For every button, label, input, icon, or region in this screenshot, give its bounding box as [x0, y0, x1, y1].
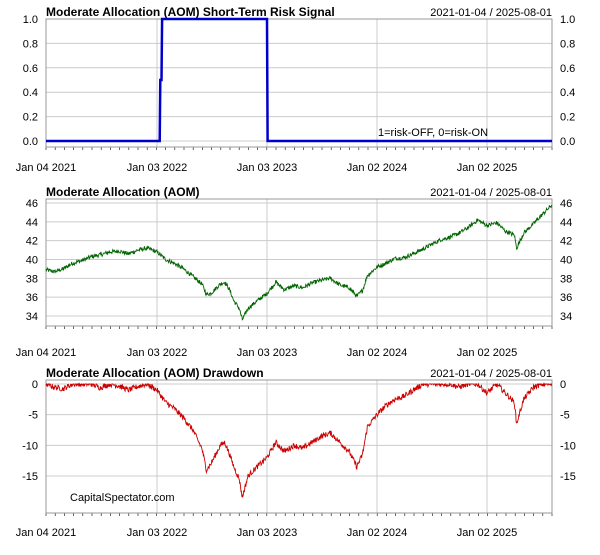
plot-frame — [45, 18, 553, 148]
chart-title: Moderate Allocation (AOM) — [46, 185, 200, 199]
y-tick-label-left: -10 — [22, 440, 38, 452]
x-tick-label: Jan 03 2022 — [127, 162, 188, 174]
date-range-label: 2021-01-04 / 2025-08-01 — [430, 368, 552, 380]
x-tick-label: Jan 02 2024 — [347, 162, 408, 174]
drawdown-line — [45, 382, 552, 499]
y-tick-label-right: 44 — [560, 217, 572, 229]
x-tick-label: Jan 04 2021 — [16, 527, 77, 539]
y-tick-label-right: 42 — [560, 236, 572, 248]
y-tick-label-right: -5 — [560, 410, 570, 422]
y-tick-label-left: 44 — [26, 217, 38, 229]
y-tick-label-left: 0 — [32, 379, 38, 391]
y-tick-label-left: 0.4 — [23, 87, 38, 99]
y-tick-label-left: 36 — [26, 292, 38, 304]
y-tick-label-left: 0.6 — [23, 63, 38, 75]
y-tick-label-right: 36 — [560, 292, 572, 304]
x-tick-label: Jan 04 2021 — [16, 162, 77, 174]
x-tick-label: Jan 02 2024 — [347, 527, 408, 539]
x-tick-label: Jan 03 2023 — [237, 347, 298, 359]
x-tick-label: Jan 03 2023 — [237, 162, 298, 174]
date-range-label: 2021-01-04 / 2025-08-01 — [430, 7, 552, 19]
y-tick-label-left: 38 — [26, 273, 38, 285]
y-tick-label-right: 1.0 — [560, 14, 575, 26]
y-tick-label-left: 34 — [26, 311, 38, 323]
y-tick-label-right: 34 — [560, 311, 572, 323]
x-tick-label: Jan 02 2025 — [457, 162, 518, 174]
y-tick-label-right: -10 — [560, 440, 576, 452]
x-tick-label: Jan 02 2025 — [457, 527, 518, 539]
x-tick-label: Jan 04 2021 — [16, 347, 77, 359]
plot-frame — [45, 198, 553, 327]
y-tick-label-left: -15 — [22, 471, 38, 483]
y-tick-label-right: 0.6 — [560, 63, 575, 75]
y-tick-label-right: 0.0 — [560, 136, 575, 148]
y-tick-label-right: 46 — [560, 198, 572, 210]
y-tick-label-left: 1.0 — [23, 14, 38, 26]
y-tick-label-left: 0.8 — [23, 38, 38, 50]
y-tick-label-left: 40 — [26, 255, 38, 267]
x-tick-label: Jan 03 2022 — [127, 347, 188, 359]
plot-frame — [45, 379, 553, 514]
y-tick-label-right: 40 — [560, 255, 572, 267]
date-range-label: 2021-01-04 / 2025-08-01 — [430, 187, 552, 199]
x-tick-label: Jan 03 2022 — [127, 527, 188, 539]
y-tick-label-left: -5 — [28, 410, 38, 422]
y-tick-label-right: 0.8 — [560, 38, 575, 50]
risk-signal-line — [46, 17, 552, 143]
x-tick-label: Jan 03 2023 — [237, 527, 298, 539]
y-tick-label-right: 0.2 — [560, 112, 575, 124]
x-tick-label: Jan 02 2025 — [457, 347, 518, 359]
chart-title: Moderate Allocation (AOM) Drawdown — [46, 366, 264, 380]
price-line — [45, 204, 553, 321]
y-tick-label-left: 42 — [26, 236, 38, 248]
y-tick-label-right: 0.4 — [560, 87, 575, 99]
risk-annotation: 1=risk-OFF, 0=risk-ON — [378, 127, 488, 139]
y-tick-label-left: 46 — [26, 198, 38, 210]
chart-title: Moderate Allocation (AOM) Short-Term Ris… — [46, 5, 335, 19]
x-tick-label: Jan 02 2024 — [347, 347, 408, 359]
y-tick-label-right: 38 — [560, 273, 572, 285]
y-tick-label-left: 0.0 — [23, 136, 38, 148]
y-tick-label-right: -15 — [560, 471, 576, 483]
watermark-label: CapitalSpectator.com — [70, 492, 175, 504]
y-tick-label-left: 0.2 — [23, 112, 38, 124]
y-tick-label-right: 0 — [560, 379, 566, 391]
